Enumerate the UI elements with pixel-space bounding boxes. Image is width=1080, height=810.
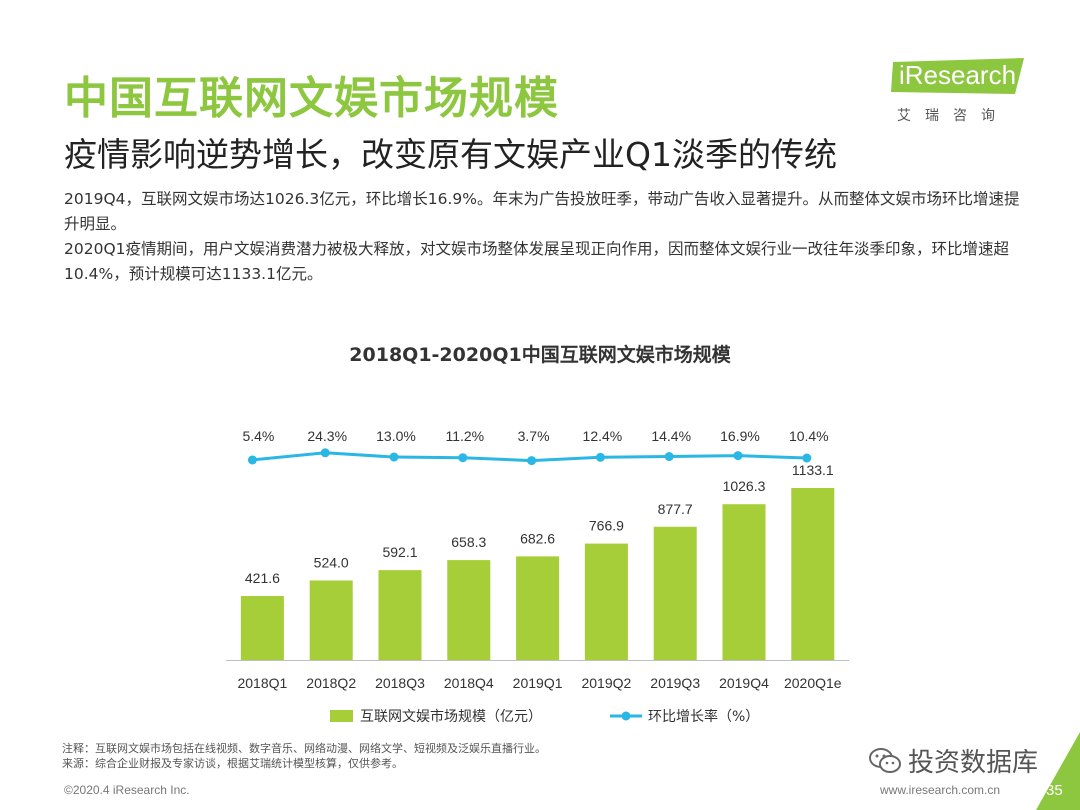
description-paragraph-2: 2020Q1疫情期间，用户文娱消费潜力被极大释放，对文娱市场整体发展呈现正向作用… <box>64 240 1010 283</box>
growth-rate-point <box>458 453 468 463</box>
footer-website: www.iresearch.com.cn <box>880 783 1001 797</box>
growth-rate-label: 10.4% <box>789 428 829 444</box>
growth-rate-point <box>733 451 743 461</box>
growth-rate-point <box>802 453 812 463</box>
x-tick-label: 2019Q2 <box>581 675 631 691</box>
bar <box>447 560 491 660</box>
bar-value-label: 1026.3 <box>723 478 766 494</box>
bar-value-label: 421.6 <box>245 570 280 586</box>
page-title: 中国互联网文娱市场规模 <box>64 73 559 124</box>
bar <box>309 580 353 660</box>
bar <box>653 526 697 660</box>
bar <box>516 556 560 660</box>
page-subtitle: 疫情影响逆势增长，改变原有文娱产业Q1淡季的传统 <box>64 135 837 174</box>
bar-value-label: 524.0 <box>314 554 349 570</box>
growth-rate-label: 13.0% <box>376 428 416 444</box>
growth-rate-label: 24.3% <box>307 428 347 444</box>
market-size-chart: 421.6 2018Q1 5.4% 524.0 2018Q2 24.3% 592.1 2018… <box>226 428 850 725</box>
bar-value-label: 682.6 <box>520 530 555 546</box>
chart-note: 注释：互联网文娱市场包括在线视频、数字音乐、网络动漫、网络文学、短视频及泛娱乐直… <box>62 742 546 755</box>
growth-rate-point <box>320 448 330 458</box>
growth-rate-label: 16.9% <box>720 428 760 444</box>
bar-value-label: 877.7 <box>658 501 693 517</box>
logo-wordmark: iResearch <box>899 60 1017 90</box>
growth-rate-label: 5.4% <box>242 428 274 444</box>
x-tick-label: 2018Q2 <box>306 675 356 691</box>
growth-rate-label: 12.4% <box>583 428 623 444</box>
bar <box>584 543 628 660</box>
iresearch-logo: iResearch 艾瑞咨询 <box>891 58 1033 128</box>
growth-rate-point <box>527 456 537 466</box>
x-tick-label: 2019Q4 <box>719 675 769 691</box>
legend-bar-label: 互联网文娱市场规模（亿元） <box>360 708 542 725</box>
x-tick-label: 2020Q1e <box>784 675 842 691</box>
footer-copyright: ©2020.4 iResearch Inc. <box>64 783 190 797</box>
growth-rate-point <box>664 452 674 462</box>
legend-line-label: 环比增长率（%） <box>648 708 759 725</box>
growth-rate-label: 11.2% <box>445 428 484 444</box>
bar <box>378 570 422 660</box>
x-tick-label: 2019Q3 <box>650 675 700 691</box>
growth-rate-label: 14.4% <box>651 428 691 444</box>
bar-value-label: 658.3 <box>451 534 486 550</box>
bar <box>240 596 284 660</box>
growth-rate-point <box>595 452 605 462</box>
logo-banner-shape <box>891 58 1024 94</box>
x-tick-label: 2019Q1 <box>513 675 563 691</box>
bar-value-label: 1133.1 <box>792 462 834 478</box>
wechat-icon <box>869 747 901 773</box>
logo-subtext: 艾瑞咨询 <box>897 108 1009 124</box>
growth-rate-point <box>389 452 399 462</box>
bar-value-label: 592.1 <box>382 544 417 560</box>
legend-line-marker <box>621 711 631 721</box>
wechat-watermark: 投资数据库 <box>868 742 1038 779</box>
bar-value-label: 766.9 <box>589 518 624 534</box>
x-tick-label: 2018Q1 <box>237 675 287 691</box>
chart-source: 来源：综合企业财报及专家访谈，根据艾瑞统计模型核算，仅供参考。 <box>62 757 403 770</box>
chart-title: 2018Q1-2020Q1中国互联网文娱市场规模 <box>349 344 731 366</box>
corner-decoration <box>1036 732 1080 810</box>
x-tick-label: 2018Q3 <box>375 675 425 691</box>
growth-rate-point <box>247 455 257 465</box>
page-number: 35 <box>1046 782 1063 799</box>
bar <box>722 504 766 660</box>
description: 2019Q4，互联网文娱市场达1026.3亿元，环比增长16.9%。年末为广告投… <box>64 187 1024 287</box>
watermark-text: 投资数据库 <box>908 748 1039 778</box>
x-tick-label: 2018Q4 <box>444 675 494 691</box>
description-paragraph-1: 2019Q4，互联网文娱市场达1026.3亿元，环比增长16.9%。年末为广告投… <box>64 190 1020 233</box>
legend-bar-swatch <box>330 710 353 722</box>
growth-rate-label: 3.7% <box>518 428 550 444</box>
bar <box>791 488 835 660</box>
